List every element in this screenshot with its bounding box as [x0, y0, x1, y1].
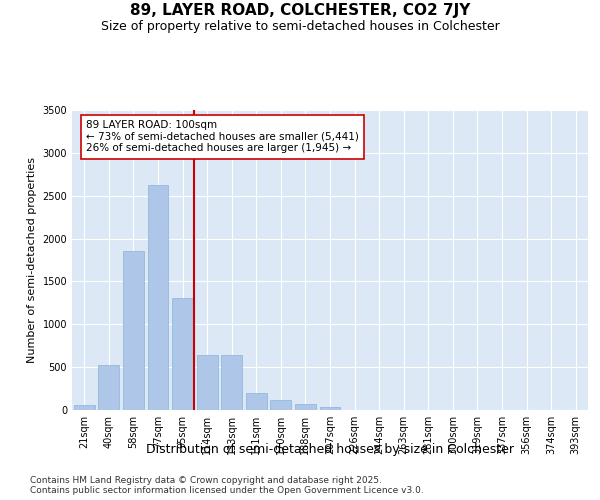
- Bar: [271, 400, 292, 410]
- Bar: [221, 355, 242, 410]
- Bar: [123, 252, 144, 410]
- Bar: [98, 364, 119, 410]
- Text: Size of property relative to semi-detached houses in Colchester: Size of property relative to semi-detach…: [101, 20, 499, 33]
- Text: 89, LAYER ROAD, COLCHESTER, CO2 7JY: 89, LAYER ROAD, COLCHESTER, CO2 7JY: [130, 2, 470, 18]
- Bar: [172, 298, 193, 410]
- Bar: [197, 355, 218, 410]
- Y-axis label: Number of semi-detached properties: Number of semi-detached properties: [27, 157, 37, 363]
- Bar: [295, 404, 316, 410]
- Text: Distribution of semi-detached houses by size in Colchester: Distribution of semi-detached houses by …: [146, 442, 514, 456]
- Bar: [148, 186, 169, 410]
- Bar: [246, 393, 267, 410]
- Text: 89 LAYER ROAD: 100sqm
← 73% of semi-detached houses are smaller (5,441)
26% of s: 89 LAYER ROAD: 100sqm ← 73% of semi-deta…: [86, 120, 359, 154]
- Bar: [74, 405, 95, 410]
- Text: Contains HM Land Registry data © Crown copyright and database right 2025.
Contai: Contains HM Land Registry data © Crown c…: [30, 476, 424, 495]
- Bar: [320, 408, 340, 410]
